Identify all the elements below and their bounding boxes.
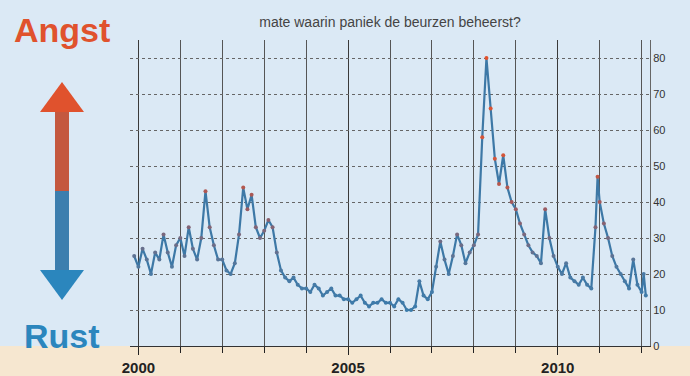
svg-text:Angst: Angst [14,11,110,49]
svg-text:Rust: Rust [24,317,100,355]
svg-text:80: 80 [653,52,665,64]
svg-text:70: 70 [653,88,665,100]
svg-text:mate waarin paniek de beurzen: mate waarin paniek de beurzen beheerst? [259,14,521,30]
svg-text:30: 30 [653,232,665,244]
svg-text:50: 50 [653,160,665,172]
svg-text:2000: 2000 [122,359,155,376]
svg-text:2005: 2005 [331,359,364,376]
svg-text:10: 10 [653,304,665,316]
svg-text:40: 40 [653,196,665,208]
svg-text:2010: 2010 [541,359,574,376]
svg-text:60: 60 [653,124,665,136]
svg-text:20: 20 [653,268,665,280]
svg-text:0: 0 [653,340,659,352]
